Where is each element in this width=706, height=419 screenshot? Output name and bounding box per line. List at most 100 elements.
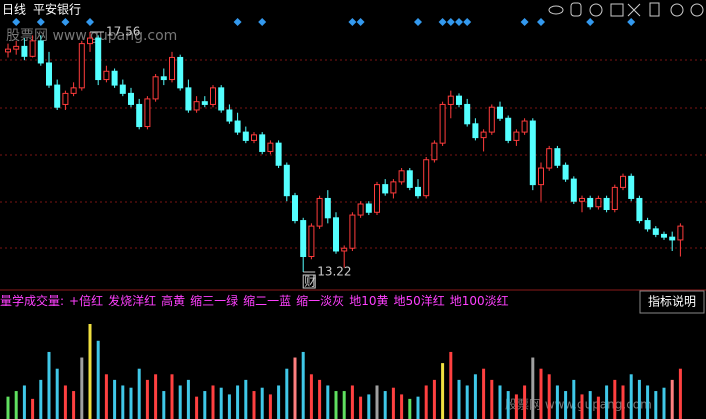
volume-bar (211, 385, 215, 419)
candle-body (652, 228, 659, 235)
candle-body (46, 62, 52, 86)
volume-bar (318, 379, 322, 419)
candle-body (497, 106, 503, 119)
volume-bar (400, 394, 404, 419)
stock-name: 平安银行 (33, 2, 81, 17)
candle-body (119, 84, 126, 94)
candle-body (365, 203, 372, 213)
volume-bar (670, 379, 674, 419)
period: 日线 (2, 3, 26, 17)
volume-bar (375, 385, 379, 419)
candle-body (169, 56, 175, 81)
volume-bar (96, 340, 100, 419)
legend-entry: 缩二一蓝 (243, 293, 291, 308)
volume-bar (252, 391, 256, 419)
volume-bar (219, 387, 223, 419)
volume-bar (55, 368, 59, 419)
volume-bar (678, 368, 682, 419)
signal-marker (586, 18, 595, 26)
lock-icon[interactable] (649, 2, 660, 17)
volume-bar (416, 396, 420, 419)
volume-bar (14, 391, 18, 419)
scissors-icon[interactable] (627, 3, 641, 17)
volume-bar (137, 368, 141, 419)
volume-bar (195, 396, 199, 419)
volume-bar (555, 385, 559, 419)
candle-body (472, 123, 479, 139)
export-icon[interactable] (610, 3, 624, 17)
candle-body (620, 175, 626, 188)
volume-bar (154, 374, 158, 419)
volume-bar (564, 391, 568, 419)
candle-body (136, 103, 143, 128)
candle-body (357, 203, 364, 216)
volume-bar (244, 379, 248, 419)
signal-marker (61, 18, 70, 26)
legend-entry: 地100淡红 (450, 293, 509, 308)
candle-body (226, 109, 233, 122)
candle-body (251, 134, 257, 141)
volume-bar (580, 394, 584, 419)
volume-bar (465, 385, 469, 419)
volume-bar (39, 379, 43, 419)
candle-body (480, 131, 487, 139)
candle-body (87, 37, 93, 45)
candle-body (677, 225, 684, 241)
volume-bar (121, 385, 125, 419)
volume-bar (285, 368, 289, 419)
volume-bar (31, 398, 35, 419)
volume-bar (186, 379, 190, 419)
add-icon[interactable] (670, 3, 684, 17)
volume-bar (170, 374, 174, 419)
candle-body (128, 92, 134, 105)
signal-marker (455, 18, 463, 26)
volume-bar (531, 357, 535, 419)
candle-body (628, 175, 635, 199)
legend-entry: +倍红 (69, 293, 103, 308)
volume-bar (432, 379, 436, 419)
legend-entry: 发烧洋红 (108, 293, 156, 308)
play-icon[interactable] (589, 3, 603, 17)
signal-marker (348, 18, 357, 26)
candle-body (636, 197, 643, 222)
volume-bar (301, 351, 305, 419)
volume-bar (457, 379, 461, 419)
candle-body (447, 95, 454, 105)
indicator-button[interactable] (639, 290, 705, 314)
close-icon[interactable] (690, 3, 704, 17)
candle-body (661, 233, 667, 238)
candle-body (529, 120, 536, 186)
volume-bar (350, 385, 354, 419)
low-marker-box (302, 274, 316, 289)
candle-body (160, 76, 167, 81)
signal-marker (520, 18, 529, 26)
watermark: 股票网 www.gupang.com (6, 28, 177, 44)
candle-body (611, 186, 618, 211)
volume-bar (22, 385, 26, 419)
indicator-button-label[interactable]: 指标说明 (648, 294, 696, 309)
candle-body (431, 142, 438, 161)
candle-body (259, 134, 266, 152)
candle-body (398, 170, 405, 183)
volume-bar (408, 398, 412, 419)
volume-bar (260, 387, 264, 419)
candle-body (275, 142, 282, 166)
candle-body (267, 142, 274, 152)
legend-entry: 缩三一绿 (190, 293, 238, 308)
candle-body (316, 197, 323, 227)
candle-body (390, 181, 397, 194)
hand-icon[interactable] (570, 2, 582, 17)
volume-bar (334, 391, 338, 419)
indicator-legend: 量学成交量: +倍红 发烧洋红 高黄 缩三一绿 缩二一蓝 缩一淡灰 地10黄 地50洋红 地100… (0, 293, 509, 308)
low-marker: 财 (304, 275, 316, 289)
candle-body (521, 120, 528, 133)
candle-body (37, 40, 44, 64)
candle-body (546, 148, 553, 169)
eye-icon[interactable] (548, 5, 564, 15)
volume-bar (113, 379, 117, 419)
volume-bar (514, 394, 518, 419)
candle-body (406, 170, 413, 188)
candle-body (54, 84, 61, 108)
candle-body (669, 236, 676, 241)
signal-marker (438, 18, 447, 26)
